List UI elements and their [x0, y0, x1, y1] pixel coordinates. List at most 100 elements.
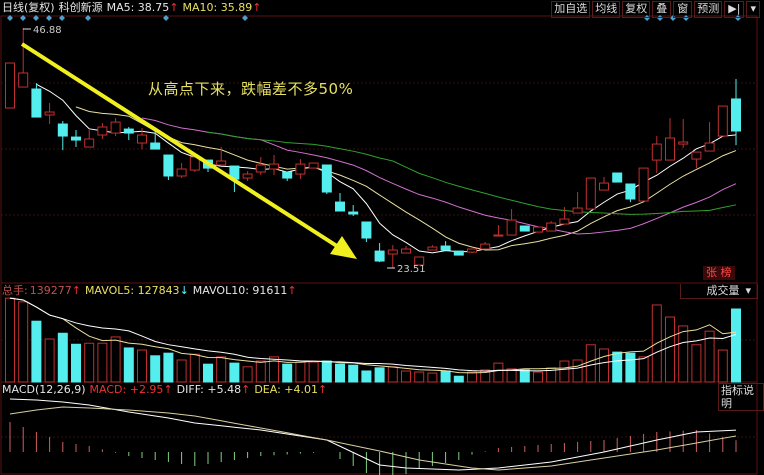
mavol5-value: MAVOL5: 127843: [84, 284, 180, 297]
candle-down: [163, 154, 174, 177]
candle-up: [717, 105, 728, 137]
macd-diff-line: [9, 398, 737, 471]
macd-value: MACD: +2.95: [89, 383, 164, 396]
candle-up: [467, 248, 477, 253]
volume-bar: [572, 359, 583, 383]
candle-up: [308, 162, 319, 169]
candle-up: [533, 226, 543, 233]
volume-bar: [427, 372, 438, 383]
candle-up: [137, 134, 147, 144]
volume-bar: [704, 330, 715, 383]
rank-badge[interactable]: 张 榜: [703, 266, 735, 280]
candle-up: [599, 182, 609, 191]
candle-up: [638, 167, 649, 202]
volume-up-arrow-icon: ↑: [71, 284, 81, 297]
candle-up: [295, 163, 306, 175]
candle-up: [585, 177, 596, 210]
event-diamond-icon: [670, 15, 676, 21]
volume-bar: [44, 338, 55, 383]
ma5-value: MA5: 38.75: [106, 1, 170, 14]
volume-bar: [453, 375, 464, 383]
expand-icon[interactable]: ▶|: [724, 1, 745, 18]
event-diamond-icon: [85, 15, 91, 21]
candle-down: [361, 221, 372, 239]
volume-bar: [678, 325, 689, 383]
volume-bar: [242, 366, 253, 383]
add-watchlist-button[interactable]: 加自选: [551, 1, 591, 18]
event-diamond-icon: [683, 15, 689, 21]
candle-up: [493, 234, 504, 237]
candle-up: [480, 243, 491, 250]
volume-bar: [387, 366, 398, 383]
volume-bar: [110, 336, 121, 383]
volume-bar: [559, 360, 570, 383]
chart-frame: [0, 15, 758, 475]
candle-down: [31, 88, 42, 118]
candle-down: [453, 250, 464, 256]
ma5-up-arrow-icon: ↑: [169, 1, 179, 14]
candle-down: [335, 201, 345, 212]
candles: [5, 28, 741, 269]
volume-bar: [440, 370, 451, 383]
volume-bar: [717, 349, 728, 383]
moving-average-button[interactable]: 均线: [592, 1, 621, 18]
event-diamond-icon: [657, 15, 663, 21]
diff-value: DIFF: +5.48: [176, 383, 242, 396]
volume-label: 总手:: [2, 284, 28, 297]
candle-up: [84, 138, 95, 148]
volume-bar: [189, 353, 200, 383]
candle-up: [572, 207, 583, 214]
event-markers: [7, 15, 741, 21]
volume-bar: [335, 363, 345, 383]
indicator-help-button[interactable]: 指标说明: [718, 383, 764, 411]
candle-up: [242, 173, 253, 179]
low-marker: 23.51: [387, 264, 426, 275]
volume-bar: [612, 351, 623, 383]
chevron-down-icon: ▾: [745, 284, 751, 297]
candle-up: [678, 141, 689, 145]
high-label: 46.88: [33, 25, 62, 36]
period-label[interactable]: 日线(复权): [2, 1, 55, 14]
volume-bar: [57, 332, 68, 383]
candle-down: [282, 171, 293, 179]
candle-down: [374, 250, 385, 262]
overlay-button[interactable]: 叠: [652, 1, 672, 18]
window-button[interactable]: 窗: [673, 1, 693, 18]
event-diamond-icon: [242, 15, 248, 21]
low-label: 23.51: [397, 264, 426, 275]
forecast-button[interactable]: 预测: [694, 1, 723, 18]
volume-bar: [493, 362, 504, 383]
volume-bar: [665, 316, 675, 383]
volume-bar: [269, 356, 279, 383]
candle-down: [150, 142, 161, 150]
candle-up: [559, 218, 570, 225]
adjusted-price-button[interactable]: 复权: [622, 1, 651, 18]
event-diamond-icon: [163, 15, 169, 21]
candle-up: [255, 164, 266, 173]
candle-up: [5, 62, 15, 109]
dea-value: DEA: +4.01: [254, 383, 318, 396]
candle-up: [176, 168, 187, 177]
indicator-dropdown[interactable]: 成交量 ▾: [680, 284, 758, 299]
candle-down: [731, 98, 741, 132]
volume-bars: [5, 297, 741, 383]
diff-up-arrow-icon: ↑: [241, 383, 251, 396]
more-dropdown-icon[interactable]: ▾: [746, 1, 760, 18]
volume-bar: [348, 364, 359, 383]
candle-up: [651, 143, 662, 161]
candle-down: [57, 123, 68, 137]
volume-bar: [282, 363, 293, 383]
candle-down: [123, 128, 134, 134]
toolbar: 加自选 均线 复权 叠 窗 预测 ▶| ▾: [551, 1, 760, 18]
mavol10-value: MAVOL10: 91611: [192, 284, 288, 297]
mavol5-down-arrow-icon: ↓: [179, 284, 189, 297]
macd-name: MACD(12,26,9): [2, 383, 86, 396]
ma10-value: MA10: 35.89: [182, 1, 253, 14]
candle-up: [401, 248, 411, 254]
event-diamond-icon: [735, 15, 741, 21]
candle-up: [18, 72, 29, 88]
candle-down: [71, 136, 81, 141]
chart-header: 日线(复权) 科创新源 MA5: 38.75↑ MA10: 35.89↑: [2, 1, 265, 15]
volume-bar: [18, 301, 29, 383]
mavol10-line: [9, 297, 737, 372]
